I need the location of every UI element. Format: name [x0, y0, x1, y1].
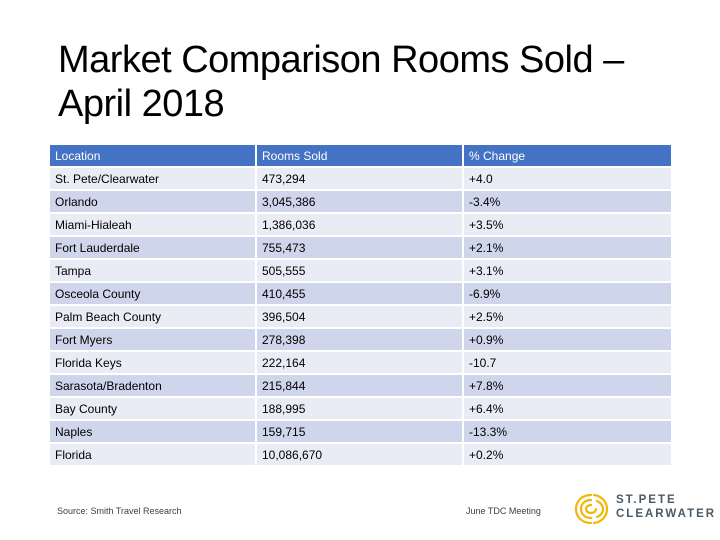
cell-percent-change: +3.1%: [462, 260, 671, 281]
table-row: Fort Myers 278,398 +0.9%: [50, 329, 671, 350]
cell-percent-change: +6.4%: [462, 398, 671, 419]
cell-rooms-sold: 278,398: [255, 329, 462, 350]
table-row: Sarasota/Bradenton 215,844 +7.8%: [50, 375, 671, 396]
cell-percent-change: -6.9%: [462, 283, 671, 304]
cell-percent-change: -10.7: [462, 352, 671, 373]
rooms-sold-table: Location Rooms Sold % Change St. Pete/Cl…: [50, 143, 671, 467]
title-line-2: April 2018: [58, 83, 225, 125]
cell-location: Orlando: [50, 191, 255, 212]
cell-percent-change: +2.5%: [462, 306, 671, 327]
cell-rooms-sold: 159,715: [255, 421, 462, 442]
table-row: Tampa 505,555 +3.1%: [50, 260, 671, 281]
st-pete-clearwater-logo: ST.PETE CLEARWATER: [570, 489, 714, 529]
cell-rooms-sold: 222,164: [255, 352, 462, 373]
cell-rooms-sold: 1,386,036: [255, 214, 462, 235]
cell-percent-change: +2.1%: [462, 237, 671, 258]
cell-location: Palm Beach County: [50, 306, 255, 327]
title-line-1: Market Comparison Rooms Sold –: [58, 39, 624, 81]
table-row: Palm Beach County 396,504 +2.5%: [50, 306, 671, 327]
cell-location: Tampa: [50, 260, 255, 281]
cell-rooms-sold: 755,473: [255, 237, 462, 258]
logo-line-1: ST.PETE: [616, 494, 677, 506]
table-row: Osceola County 410,455 -6.9%: [50, 283, 671, 304]
header-location: Location: [50, 145, 255, 166]
cell-rooms-sold: 3,045,386: [255, 191, 462, 212]
cell-location: Florida: [50, 444, 255, 465]
cell-rooms-sold: 505,555: [255, 260, 462, 281]
logo-line-2: CLEARWATER: [616, 508, 717, 520]
table-row: Naples 159,715 -13.3%: [50, 421, 671, 442]
cell-percent-change: +3.5%: [462, 214, 671, 235]
cell-location: Bay County: [50, 398, 255, 419]
cell-location: Miami-Hialeah: [50, 214, 255, 235]
cell-rooms-sold: 410,455: [255, 283, 462, 304]
cell-location: Fort Myers: [50, 329, 255, 350]
cell-percent-change: -13.3%: [462, 421, 671, 442]
cell-rooms-sold: 396,504: [255, 306, 462, 327]
table-row: Florida 10,086,670 +0.2%: [50, 444, 671, 465]
cell-percent-change: +0.9%: [462, 329, 671, 350]
slide-title: Market Comparison Rooms Sold – April 201…: [58, 38, 698, 126]
source-note: Source: Smith Travel Research: [57, 506, 182, 516]
cell-location: St. Pete/Clearwater: [50, 168, 255, 189]
cell-percent-change: -3.4%: [462, 191, 671, 212]
cell-location: Florida Keys: [50, 352, 255, 373]
table-row: St. Pete/Clearwater 473,294 +4.0: [50, 168, 671, 189]
table-row: Miami-Hialeah 1,386,036 +3.5%: [50, 214, 671, 235]
cell-location: Naples: [50, 421, 255, 442]
cell-location: Sarasota/Bradenton: [50, 375, 255, 396]
cell-rooms-sold: 10,086,670: [255, 444, 462, 465]
table-row: Orlando 3,045,386 -3.4%: [50, 191, 671, 212]
cell-location: Fort Lauderdale: [50, 237, 255, 258]
meeting-note: June TDC Meeting: [466, 506, 541, 516]
cell-location: Osceola County: [50, 283, 255, 304]
table-row: Florida Keys 222,164 -10.7: [50, 352, 671, 373]
header-rooms-sold: Rooms Sold: [255, 145, 462, 166]
cell-percent-change: +0.2%: [462, 444, 671, 465]
cell-rooms-sold: 473,294: [255, 168, 462, 189]
sun-swirl-icon: [574, 493, 609, 525]
cell-percent-change: +7.8%: [462, 375, 671, 396]
cell-percent-change: +4.0: [462, 168, 671, 189]
cell-rooms-sold: 215,844: [255, 375, 462, 396]
table-row: Bay County 188,995 +6.4%: [50, 398, 671, 419]
table-row: Fort Lauderdale 755,473 +2.1%: [50, 237, 671, 258]
header-percent-change: % Change: [462, 145, 671, 166]
table-header-row: Location Rooms Sold % Change: [50, 145, 671, 166]
logo-wordmark: ST.PETE CLEARWATER: [616, 493, 716, 521]
cell-rooms-sold: 188,995: [255, 398, 462, 419]
